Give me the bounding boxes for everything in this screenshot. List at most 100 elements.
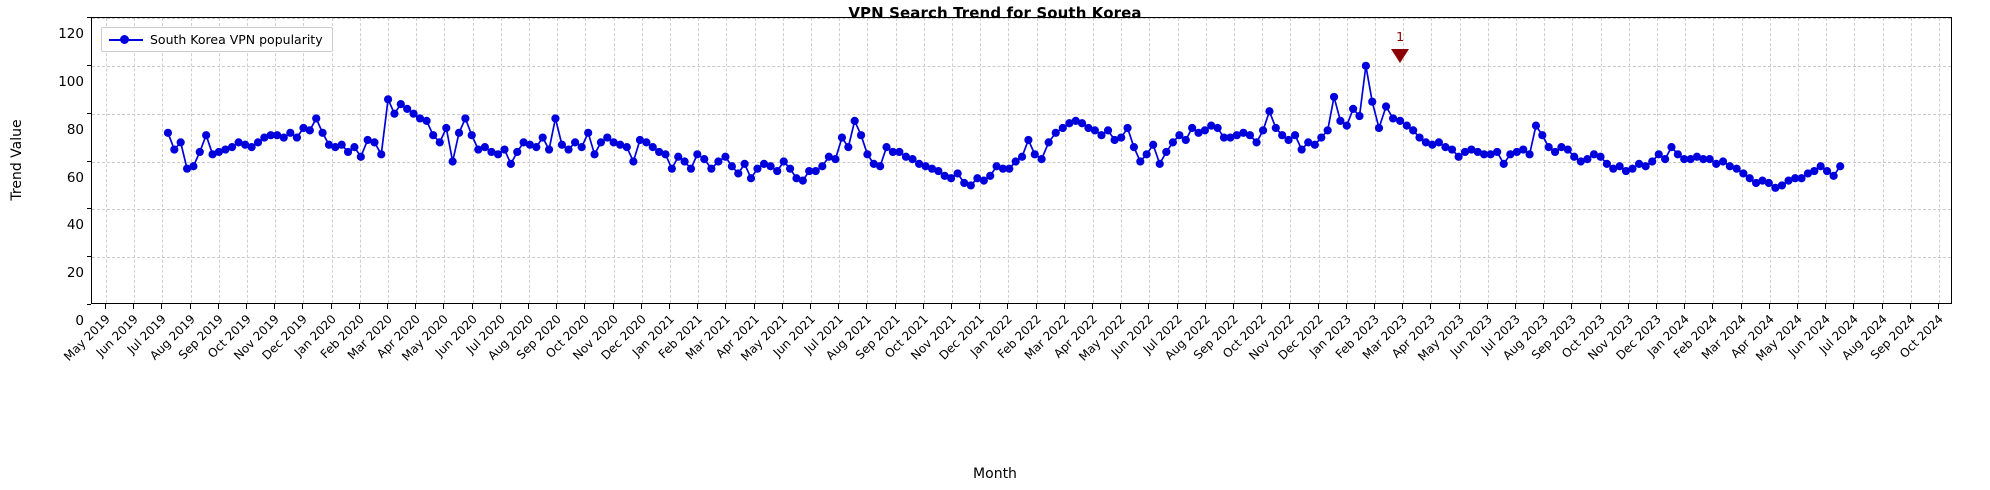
x-axis-tick bbox=[217, 304, 219, 309]
data-point bbox=[661, 150, 670, 159]
data-point bbox=[973, 174, 982, 183]
data-point bbox=[461, 114, 470, 123]
x-gridline bbox=[106, 18, 108, 303]
data-point bbox=[1200, 126, 1209, 135]
data-point bbox=[1323, 126, 1332, 135]
x-axis-tick bbox=[1007, 304, 1009, 309]
data-point bbox=[1460, 147, 1470, 157]
x-gridline bbox=[895, 18, 897, 303]
data-point bbox=[1117, 133, 1126, 142]
data-point bbox=[1162, 147, 1171, 157]
data-point bbox=[377, 150, 386, 159]
data-point bbox=[700, 155, 709, 164]
data-point bbox=[680, 157, 689, 166]
x-axis-tick bbox=[1543, 304, 1545, 309]
x-axis-tick bbox=[415, 304, 417, 309]
data-point bbox=[1044, 138, 1053, 147]
x-gridline bbox=[867, 18, 869, 303]
data-point bbox=[998, 164, 1008, 173]
data-point bbox=[805, 166, 814, 176]
data-point bbox=[1589, 150, 1599, 159]
x-axis-tick bbox=[1373, 304, 1375, 309]
data-point bbox=[1512, 147, 1521, 157]
data-point bbox=[513, 147, 522, 157]
data-point bbox=[655, 147, 664, 157]
data-point bbox=[1641, 162, 1650, 171]
x-axis-tick bbox=[1148, 304, 1150, 309]
data-point bbox=[247, 143, 256, 152]
data-point bbox=[953, 169, 962, 178]
data-point bbox=[824, 152, 833, 161]
data-point bbox=[1361, 61, 1370, 70]
data-point bbox=[1030, 150, 1039, 159]
data-point bbox=[863, 150, 872, 159]
series-south-korea-vpn-popularity bbox=[163, 61, 1845, 192]
data-point bbox=[1570, 152, 1579, 161]
data-point bbox=[895, 147, 904, 157]
data-point bbox=[1538, 131, 1547, 140]
data-point bbox=[686, 164, 696, 173]
data-point bbox=[435, 138, 444, 147]
x-gridline bbox=[444, 18, 446, 303]
x-axis-tick bbox=[387, 304, 389, 309]
data-point bbox=[986, 171, 995, 180]
x-axis-tick bbox=[725, 304, 727, 309]
x-gridline bbox=[1262, 18, 1264, 303]
x-gridline bbox=[1628, 18, 1630, 303]
data-point bbox=[312, 114, 321, 123]
x-axis-tick bbox=[1627, 304, 1629, 309]
data-point bbox=[1271, 123, 1280, 133]
data-point bbox=[1686, 155, 1695, 164]
data-point bbox=[1232, 131, 1241, 140]
x-axis-tick bbox=[866, 304, 868, 309]
y-axis-tick-label: 60 bbox=[66, 169, 84, 186]
data-point bbox=[979, 176, 988, 185]
x-axis-tick bbox=[105, 304, 107, 309]
data-point bbox=[648, 143, 657, 152]
data-point bbox=[383, 95, 393, 104]
data-point bbox=[818, 162, 827, 171]
data-point bbox=[422, 116, 431, 125]
x-gridline bbox=[1064, 18, 1066, 303]
x-axis-tick bbox=[443, 304, 445, 309]
data-point bbox=[779, 157, 788, 166]
x-gridline bbox=[1036, 18, 1038, 303]
x-axis-tick bbox=[1035, 304, 1037, 309]
data-point bbox=[1402, 121, 1411, 130]
data-point bbox=[1499, 159, 1508, 168]
data-point bbox=[1621, 166, 1631, 176]
x-gridline bbox=[1008, 18, 1010, 303]
x-axis-tick bbox=[528, 304, 530, 309]
data-point bbox=[544, 145, 554, 154]
data-point bbox=[1705, 155, 1714, 164]
chart-legend[interactable]: South Korea VPN popularity bbox=[101, 27, 333, 52]
data-point bbox=[1550, 147, 1560, 157]
data-point bbox=[1810, 166, 1819, 176]
data-point bbox=[590, 150, 599, 159]
x-gridline bbox=[1910, 18, 1912, 303]
data-point bbox=[1304, 138, 1313, 147]
data-point bbox=[1803, 169, 1813, 178]
x-gridline bbox=[1544, 18, 1546, 303]
y-gridline bbox=[92, 113, 1951, 115]
x-gridline bbox=[1374, 18, 1376, 303]
data-point bbox=[1226, 133, 1235, 142]
data-point bbox=[557, 140, 567, 149]
x-axis-tick bbox=[1825, 304, 1827, 309]
x-axis-tick bbox=[471, 304, 473, 309]
x-axis-tick bbox=[358, 304, 360, 309]
data-point bbox=[286, 128, 295, 137]
data-point bbox=[415, 114, 425, 123]
data-point bbox=[1181, 135, 1190, 145]
data-point bbox=[390, 109, 399, 118]
x-axis-tick bbox=[1740, 304, 1742, 309]
data-point bbox=[921, 162, 930, 171]
data-point bbox=[337, 140, 346, 149]
data-point bbox=[1525, 150, 1534, 159]
data-point bbox=[195, 147, 204, 157]
x-gridline bbox=[557, 18, 559, 303]
data-point bbox=[721, 152, 730, 161]
data-point bbox=[766, 162, 775, 171]
data-point bbox=[1265, 107, 1274, 116]
